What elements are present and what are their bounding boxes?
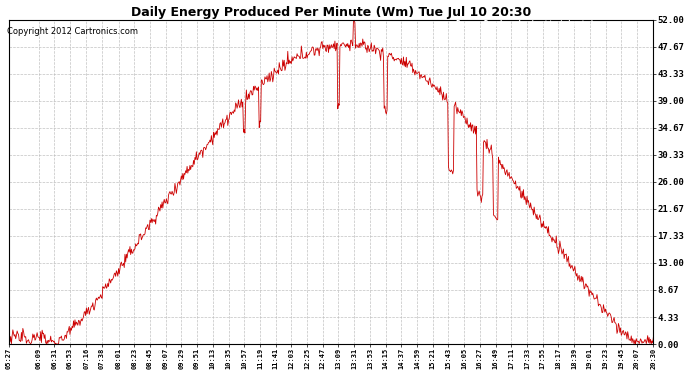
Text: Power Produced  (watts/minute): Power Produced (watts/minute) [456,20,595,29]
Text: Copyright 2012 Cartronics.com: Copyright 2012 Cartronics.com [7,27,138,36]
Title: Daily Energy Produced Per Minute (Wm) Tue Jul 10 20:30: Daily Energy Produced Per Minute (Wm) Tu… [131,6,531,18]
